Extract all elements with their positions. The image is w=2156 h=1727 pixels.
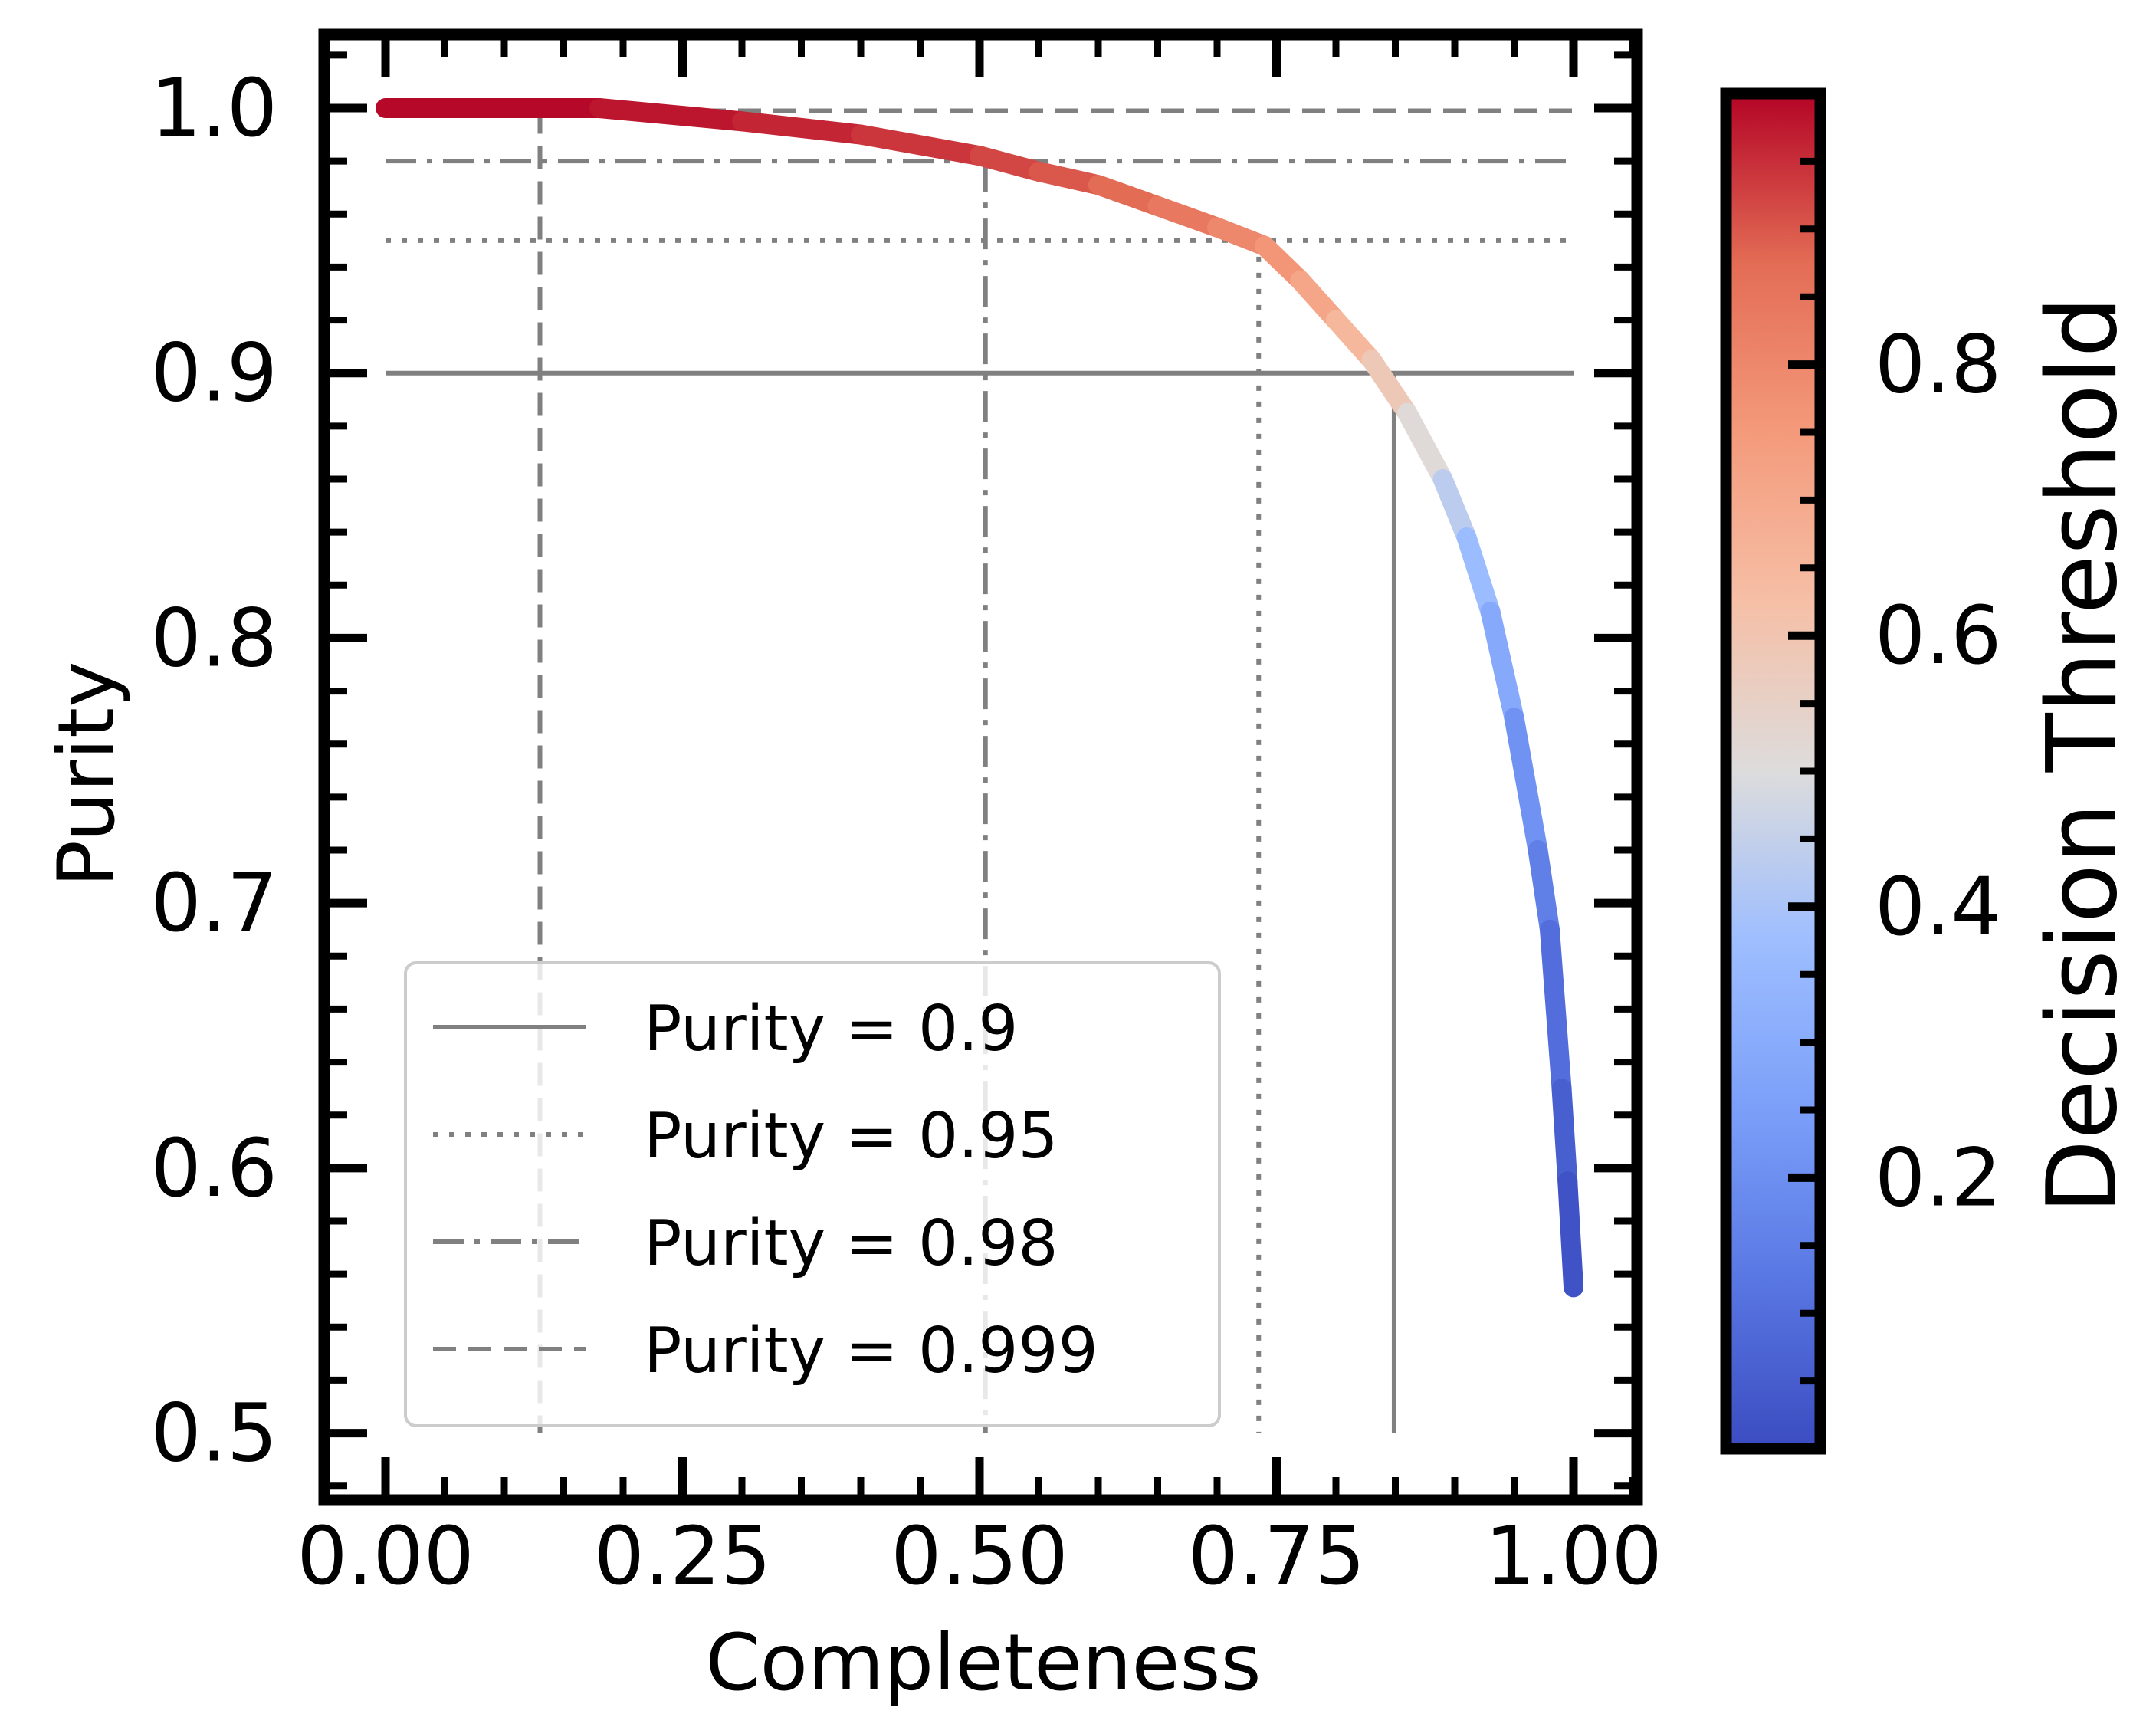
precision-recall-curve <box>376 98 1583 1298</box>
curve-segment <box>1397 402 1453 489</box>
curve-segment <box>1540 919 1572 1099</box>
colorbar-tick-label: 0.8 <box>1875 318 2001 412</box>
curve-segment <box>1432 468 1477 548</box>
curve-segment <box>1147 195 1227 238</box>
legend-entry: Purity = 0.9 <box>644 993 1018 1065</box>
curve-segment <box>1456 527 1501 622</box>
x-tick-label: 0.25 <box>594 1509 772 1603</box>
legend: Purity = 0.9 Purity = 0.95 Purity = 0.98 Pu… <box>404 961 1221 1427</box>
curve-segment <box>1361 350 1417 423</box>
x-tick-label: 0.50 <box>891 1509 1068 1603</box>
y-tick-label: 1.0 <box>151 61 277 155</box>
curve-segment <box>589 98 752 132</box>
x-tick-label: 0.00 <box>297 1509 474 1603</box>
curve-segment <box>1504 708 1548 860</box>
legend-entry: Purity = 0.95 <box>644 1100 1058 1173</box>
y-tick-label: 0.8 <box>151 591 277 685</box>
axes: 0.00 0.25 0.50 0.75 1.00 0.5 0.6 0.7 0.8 0.9 1.0 <box>151 28 1662 1603</box>
curve-segment <box>1480 601 1524 728</box>
curve-segment <box>1088 175 1168 216</box>
colorbar: 0.2 0.4 0.6 0.8 <box>1720 87 2001 1455</box>
y-tick-label: 0.7 <box>151 856 277 950</box>
curve-segment <box>732 111 871 145</box>
x-tick-label: 1.00 <box>1485 1509 1662 1603</box>
x-tick-label: 0.75 <box>1188 1509 1366 1603</box>
colorbar-tick-label: 0.4 <box>1875 860 2001 954</box>
legend-entry: Purity = 0.999 <box>644 1315 1098 1387</box>
curve-segment <box>1029 161 1108 195</box>
legend-entry: Purity = 0.98 <box>644 1207 1058 1280</box>
colorbar-tick-label: 0.2 <box>1875 1131 2001 1224</box>
legend-box <box>404 961 1221 1427</box>
y-tick-label: 0.6 <box>151 1121 277 1215</box>
colorbar-tick-label: 0.6 <box>1875 589 2001 682</box>
y-tick-label: 0.5 <box>151 1387 277 1480</box>
curve-segment <box>1557 1171 1583 1298</box>
curve-segment <box>1528 839 1560 940</box>
y-axis-label: Purity <box>41 662 133 888</box>
curve-segment <box>851 124 989 166</box>
x-axis-label: Completeness <box>705 1617 1261 1709</box>
curve-segment <box>1551 1079 1578 1192</box>
y-tick-label: 0.9 <box>151 327 277 420</box>
curve-segment <box>970 146 1049 182</box>
colorbar-label: Decision Threshold <box>2026 296 2138 1213</box>
